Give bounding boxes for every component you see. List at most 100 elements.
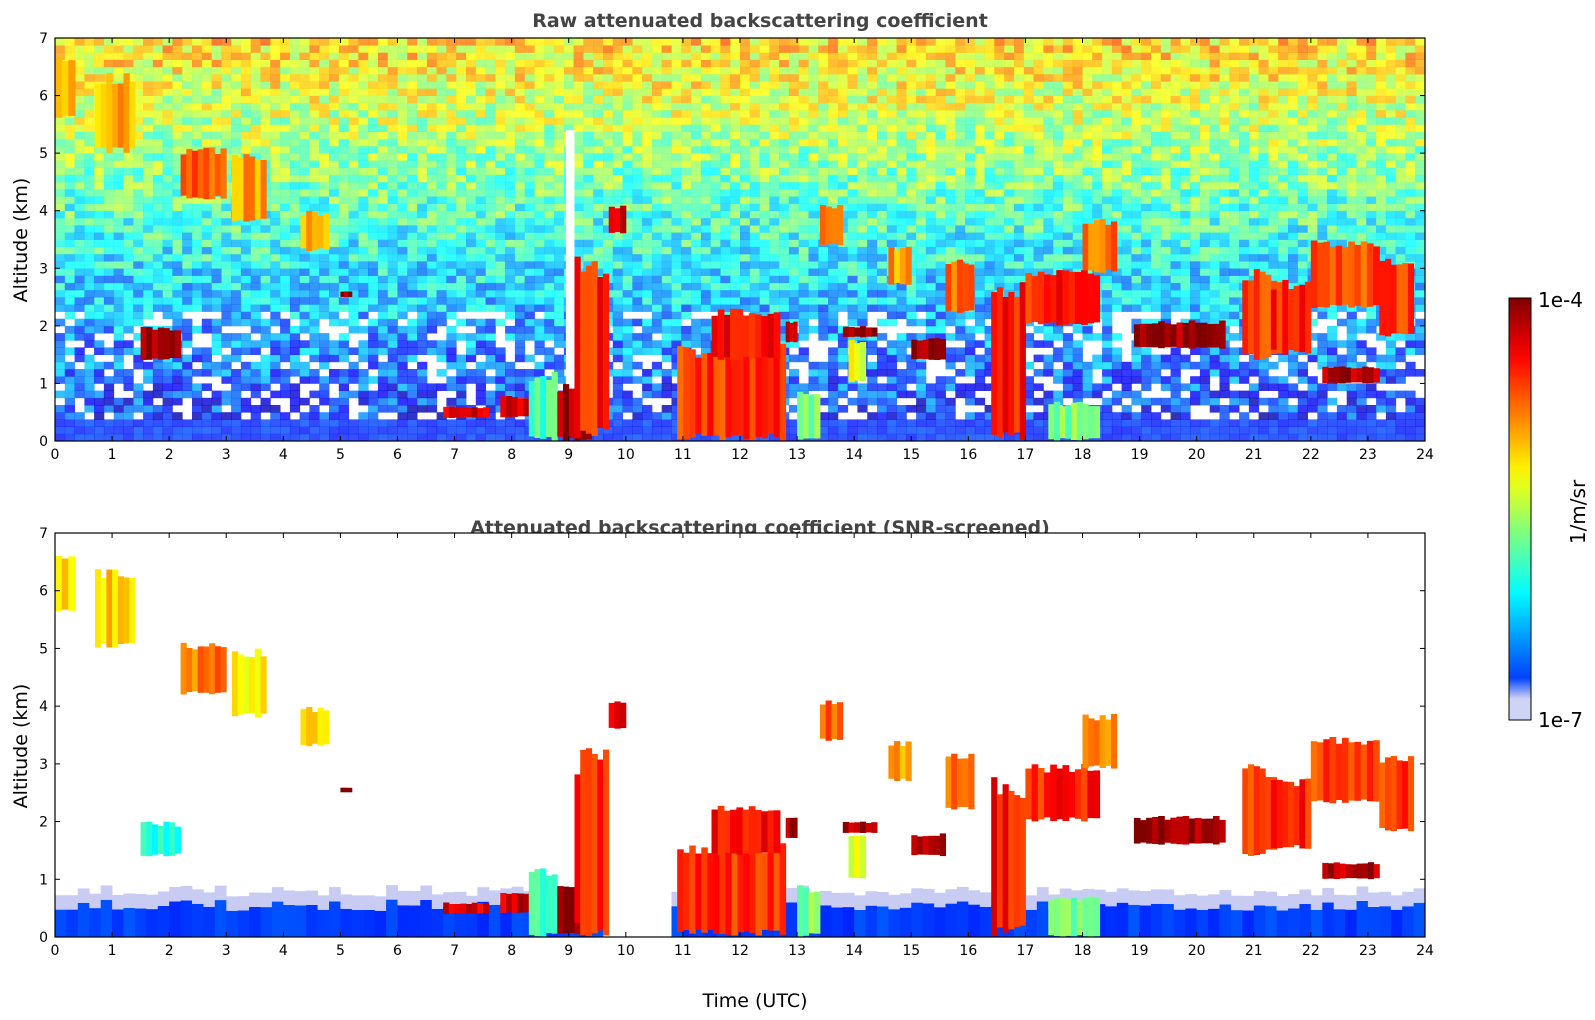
noise-cell [524,275,535,284]
noise-cell [642,405,653,413]
noise-cell [201,138,212,147]
noise-cell [779,124,790,132]
noise-cell [788,138,800,147]
noise-cell [505,189,516,197]
noise-cell [896,45,907,53]
noise-cell [896,217,907,226]
noise-cell [485,412,496,420]
noise-cell [231,110,242,118]
noise-cell [133,347,144,355]
noise-cell [397,246,408,255]
noise-cell [113,66,124,75]
noise-cell [593,95,604,104]
noise-cell [573,74,584,82]
noise-cell [211,390,222,399]
noise-cell [524,117,535,125]
noise-cell [769,261,780,269]
noise-cell [661,131,672,140]
noise-cell [94,412,105,420]
noise-cell [387,318,398,327]
noise-cell [583,160,594,168]
noise-cell [475,88,486,96]
noise-cell [583,145,594,154]
noise-cell [358,369,369,377]
noise-cell [94,225,105,233]
noise-cell [906,124,917,132]
noise-cell [172,102,183,111]
noise-cell [280,117,291,125]
noise-cell [260,397,271,406]
noise-cell [358,232,369,240]
noise-cell [808,268,819,276]
noise-cell [299,275,310,284]
noise-cell [544,253,555,262]
noise-cell [524,81,535,89]
noise-cell [289,88,301,96]
noise-cell [133,433,144,441]
noise-cell [201,433,212,441]
noise-cell [387,390,398,399]
noise-cell [945,117,956,125]
noise-cell [945,196,956,204]
noise-cell [828,376,839,384]
noise-cell [84,174,95,183]
noise-cell [446,153,457,161]
noise-cell [661,189,672,197]
noise-cell [270,419,281,427]
noise-cell [319,110,330,118]
noise-cell [671,426,682,435]
noise-cell [945,145,956,154]
noise-cell [798,59,809,68]
noise-cell [407,390,418,399]
noise-cell [358,181,369,190]
noise-cell [632,196,643,204]
noise-cell [182,246,193,255]
noise-cell [818,189,829,197]
noise-cell [534,59,545,68]
noise-cell [965,390,976,399]
noise-cell [211,318,222,327]
noise-cell [808,138,819,147]
noise-cell [867,426,878,435]
noise-cell [299,253,310,262]
noise-cell [916,426,927,435]
noise-cell [172,426,183,435]
noise-cell [103,318,115,327]
noise-cell [152,210,164,219]
noise-cell [935,145,946,154]
noise-cell [260,52,271,60]
noise-cell [759,282,770,291]
noise-cell [397,210,408,219]
noise-cell [133,253,144,262]
noise-cell [632,282,643,291]
noise-cell [847,232,858,240]
noise-cell [524,239,535,248]
noise-cell [681,289,692,298]
noise-cell [788,405,800,413]
noise-cell [329,117,340,125]
noise-cell [593,196,604,204]
noise-cell [828,282,839,291]
noise-cell [172,412,183,420]
noise-cell [162,52,173,60]
noise-cell [710,225,721,233]
noise-cell [925,102,937,111]
noise-cell [788,304,800,312]
noise-cell [152,383,164,391]
noise-cell [417,340,428,348]
noise-cell [329,253,340,262]
noise-cell [426,246,438,255]
noise-cell [182,59,193,68]
noise-cell [250,304,261,312]
noise-cell [182,117,193,125]
noise-cell [779,246,790,255]
noise-cell [368,81,379,89]
noise-cell [329,246,340,255]
noise-cell [779,110,790,118]
noise-cell [377,289,389,298]
noise-cell [661,232,672,240]
noise-cell [94,74,105,82]
noise-cell [573,203,584,212]
noise-cell [749,174,760,183]
noise-cell [309,253,320,262]
